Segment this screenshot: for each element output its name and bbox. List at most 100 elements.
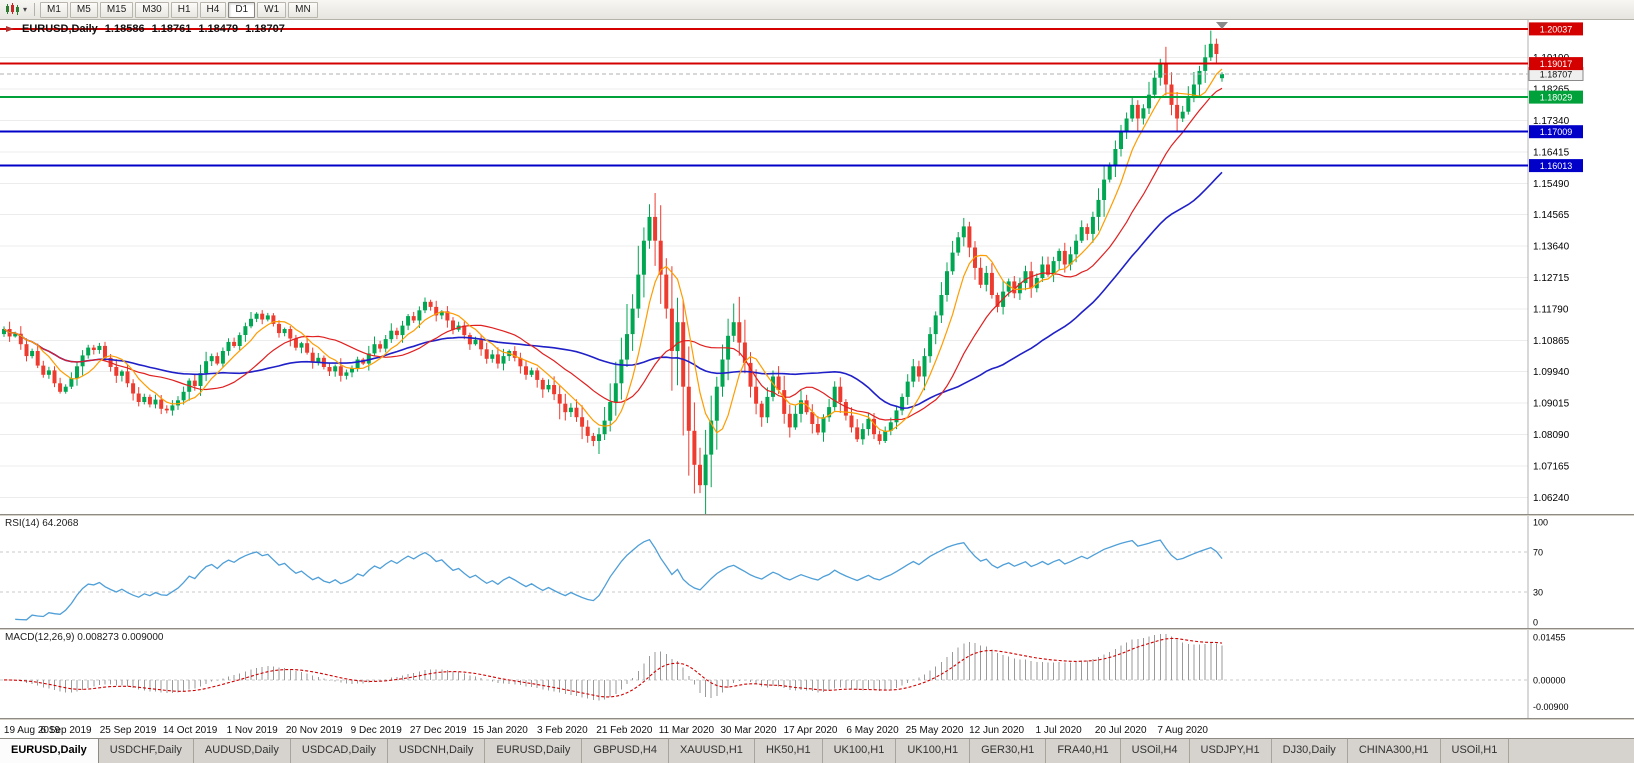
rsi-chart[interactable]: 100 70 30 0 bbox=[0, 516, 1634, 628]
svg-text:20 Jul 2020: 20 Jul 2020 bbox=[1095, 725, 1147, 736]
price-grid bbox=[0, 20, 1529, 514]
svg-text:1.15490: 1.15490 bbox=[1533, 179, 1570, 190]
svg-text:6 Sep 2019: 6 Sep 2019 bbox=[40, 725, 92, 736]
svg-text:19 Aug 2019: 19 Aug 2019 bbox=[4, 725, 61, 736]
symbol-tab-hk50-h1[interactable]: HK50,H1 bbox=[755, 739, 823, 763]
timeframe-button-m1[interactable]: M1 bbox=[40, 1, 68, 18]
svg-text:1.19017: 1.19017 bbox=[1540, 59, 1573, 69]
svg-text:0.01455: 0.01455 bbox=[1533, 632, 1566, 642]
rsi-label: RSI(14) 64.2068 bbox=[5, 518, 79, 529]
symbol-tab-usdjpy-h1[interactable]: USDJPY,H1 bbox=[1190, 739, 1272, 763]
symbol-tab-dj30-daily[interactable]: DJ30,Daily bbox=[1272, 739, 1348, 763]
svg-text:1.07165: 1.07165 bbox=[1533, 461, 1570, 472]
macd-panel: 0.01455 0.00000 -0.00900 MACD(12,26,9) 0.0… bbox=[0, 630, 1634, 718]
timeframe-button-h1[interactable]: H1 bbox=[170, 1, 198, 18]
time-axis-panel: 19 Aug 2019 6 Sep 2019 25 Sep 2019 14 Oct 2… bbox=[0, 720, 1634, 738]
rsi-line bbox=[15, 538, 1223, 621]
symbol-tab-usoil-h1[interactable]: USOil,H1 bbox=[1441, 739, 1510, 763]
svg-text:3 Feb 2020: 3 Feb 2020 bbox=[537, 725, 588, 736]
timeframe-button-m30[interactable]: M30 bbox=[135, 1, 169, 18]
moving-averages bbox=[3, 68, 1223, 434]
symbol-tab-eurusd-daily[interactable]: EURUSD,Daily bbox=[485, 739, 583, 763]
chart-type-icon[interactable] bbox=[3, 2, 21, 17]
toolbar-separator bbox=[34, 3, 36, 16]
symbol-tab-uk100-h1[interactable]: UK100,H1 bbox=[896, 739, 971, 763]
symbol-tab-usoil-h4[interactable]: USOil,H4 bbox=[1121, 739, 1190, 763]
symbol-tab-gbpusd-h4[interactable]: GBPUSD,H4 bbox=[582, 739, 669, 763]
svg-text:1.06240: 1.06240 bbox=[1533, 493, 1570, 504]
symbol-tab-uk100-h1[interactable]: UK100,H1 bbox=[823, 739, 897, 763]
timeframe-button-d1[interactable]: D1 bbox=[228, 1, 256, 18]
symbol-tab-ger30-h1[interactable]: GER30,H1 bbox=[970, 739, 1047, 763]
svg-text:1.14565: 1.14565 bbox=[1533, 210, 1570, 221]
svg-text:25 Sep 2019: 25 Sep 2019 bbox=[100, 725, 157, 736]
svg-text:6 May 2020: 6 May 2020 bbox=[846, 725, 899, 736]
svg-text:27 Dec 2019: 27 Dec 2019 bbox=[410, 725, 467, 736]
svg-text:1 Jul 2020: 1 Jul 2020 bbox=[1036, 725, 1083, 736]
svg-text:1.09940: 1.09940 bbox=[1533, 367, 1570, 378]
macd-chart[interactable]: 0.01455 0.00000 -0.00900 bbox=[0, 630, 1634, 718]
svg-text:7 Aug 2020: 7 Aug 2020 bbox=[1157, 725, 1208, 736]
chart-symbol-label: EURUSD,Daily bbox=[22, 23, 98, 35]
svg-text:1.08090: 1.08090 bbox=[1533, 430, 1570, 441]
macd-label: MACD(12,26,9) 0.008273 0.009000 bbox=[5, 632, 164, 643]
symbol-tab-bar: EURUSD,Daily USDCHF,Daily AUDUSD,Daily USDC… bbox=[0, 738, 1634, 763]
symbol-tab-xauusd-h1[interactable]: XAUUSD,H1 bbox=[669, 739, 755, 763]
svg-text:1.16415: 1.16415 bbox=[1533, 147, 1570, 158]
chart-shift-marker[interactable] bbox=[1216, 22, 1228, 29]
timeframe-button-mn[interactable]: MN bbox=[288, 1, 318, 18]
timeframe-button-m5[interactable]: M5 bbox=[69, 1, 98, 18]
svg-text:1.17340: 1.17340 bbox=[1533, 116, 1570, 127]
price-chart-panel: 1.191901.182651.173401.164151.154901.145… bbox=[0, 20, 1634, 514]
svg-text:1.20037: 1.20037 bbox=[1540, 24, 1573, 34]
timeframe-button-w1[interactable]: W1 bbox=[257, 1, 287, 18]
panel-splitter bbox=[0, 718, 1634, 720]
symbol-tab-china300-h1[interactable]: CHINA300,H1 bbox=[1348, 739, 1441, 763]
ohlc-high: 1.18761 bbox=[151, 23, 192, 35]
svg-text:1.11790: 1.11790 bbox=[1533, 304, 1569, 315]
horizontal-levels: 1.20037 1.19017 1.18029 1.17009 1.16013 bbox=[0, 22, 1583, 173]
svg-text:1.13640: 1.13640 bbox=[1533, 242, 1570, 253]
panel-splitter[interactable] bbox=[0, 514, 1634, 516]
svg-text:0.00000: 0.00000 bbox=[1533, 675, 1566, 685]
svg-text:17 Apr 2020: 17 Apr 2020 bbox=[784, 725, 838, 736]
macd-signal-line bbox=[3, 637, 1223, 698]
svg-text:11 Mar 2020: 11 Mar 2020 bbox=[659, 725, 715, 736]
svg-text:1.09015: 1.09015 bbox=[1533, 399, 1570, 410]
timeframe-toolbar: ▾ M1 M5 M15 M30 H1 H4 D1 W1 MN bbox=[0, 0, 1634, 20]
svg-text:12 Jun 2020: 12 Jun 2020 bbox=[969, 725, 1024, 736]
chevron-down-icon[interactable]: ▾ bbox=[23, 5, 28, 14]
symbol-tab-usdchf-daily[interactable]: USDCHF,Daily bbox=[99, 739, 194, 763]
bid-price-line: 1.18707 bbox=[0, 67, 1584, 82]
svg-text:-0.00900: -0.00900 bbox=[1533, 702, 1569, 712]
panel-splitter[interactable] bbox=[0, 628, 1634, 630]
svg-text:1.18707: 1.18707 bbox=[1540, 70, 1573, 80]
ma-fast-line bbox=[3, 68, 1223, 434]
hline-tag-1.19017 bbox=[1529, 57, 1583, 71]
symbol-tab-audusd-daily[interactable]: AUDUSD,Daily bbox=[194, 739, 291, 763]
svg-text:15 Jan 2020: 15 Jan 2020 bbox=[473, 725, 528, 736]
macd-histogram bbox=[9, 634, 1223, 701]
svg-text:30 Mar 2020: 30 Mar 2020 bbox=[720, 725, 777, 736]
one-click-trading-icon[interactable] bbox=[5, 24, 15, 34]
hline-tag-1.17009 bbox=[1529, 125, 1583, 139]
price-chart[interactable]: 1.191901.182651.173401.164151.154901.145… bbox=[0, 20, 1634, 514]
svg-text:21 Feb 2020: 21 Feb 2020 bbox=[596, 725, 653, 736]
svg-text:1.10865: 1.10865 bbox=[1533, 336, 1570, 347]
svg-text:14 Oct 2019: 14 Oct 2019 bbox=[163, 725, 218, 736]
symbol-tab-fra40-h1[interactable]: FRA40,H1 bbox=[1046, 739, 1121, 763]
hline-tag-1.20037 bbox=[1529, 22, 1583, 36]
svg-text:0: 0 bbox=[1533, 618, 1538, 628]
svg-text:20 Nov 2019: 20 Nov 2019 bbox=[286, 725, 343, 736]
ma-mid-line bbox=[3, 87, 1223, 421]
svg-text:1.17009: 1.17009 bbox=[1540, 127, 1573, 137]
symbol-tab-usdcad-daily[interactable]: USDCAD,Daily bbox=[291, 739, 388, 763]
timeframe-button-h4[interactable]: H4 bbox=[199, 1, 227, 18]
svg-text:1.16013: 1.16013 bbox=[1540, 161, 1573, 171]
chart-ohlc-header: EURUSD,Daily 1.18586 1.18761 1.18479 1.1… bbox=[5, 23, 285, 35]
symbol-tab-usdcnh-daily[interactable]: USDCNH,Daily bbox=[388, 739, 486, 763]
symbol-tab-eurusd-daily[interactable]: EURUSD,Daily bbox=[0, 739, 99, 763]
timeframe-button-m15[interactable]: M15 bbox=[99, 1, 134, 18]
